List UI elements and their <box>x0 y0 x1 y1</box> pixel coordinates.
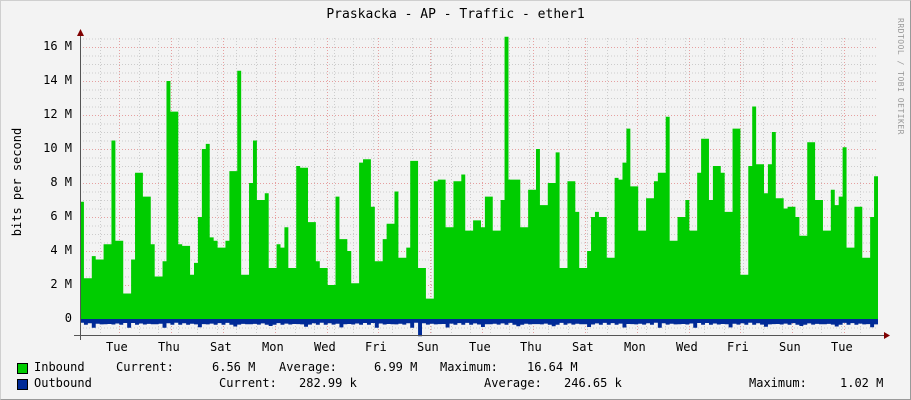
outbound-series <box>80 319 878 337</box>
x-tick-label: Wed <box>314 340 336 354</box>
legend-outbound-maximum-label: Maximum: <box>749 376 807 390</box>
x-tick-label: Sat <box>210 340 232 354</box>
y-tick-label: 10 M <box>43 141 72 155</box>
legend-inbound-current-label: Current: <box>116 360 174 374</box>
legend-outbound-label: Outbound <box>34 376 92 390</box>
rrdtool-watermark: RRDTOOL / TOBI OETIKER <box>896 18 905 135</box>
x-tick-label: Fri <box>365 340 387 354</box>
x-tick-label: Thu <box>158 340 180 354</box>
y-tick-label: 4 M <box>50 243 72 257</box>
y-tick-label: 2 M <box>50 277 72 291</box>
legend-outbound-average: 246.65 k <box>564 376 622 390</box>
x-tick-label: Sat <box>572 340 594 354</box>
y-tick-label: 16 M <box>43 39 72 53</box>
graph-title: Praskacka - AP - Traffic - ether1 <box>326 7 585 22</box>
y-tick-label: 8 M <box>50 175 72 189</box>
legend-inbound-current: 6.56 M <box>212 360 256 374</box>
legend-inbound-maximum: 16.64 M <box>527 360 578 374</box>
legend-inbound-maximum-label: Maximum: <box>440 360 498 374</box>
y-tick-label: 6 M <box>50 209 72 223</box>
x-tick-label: Mon <box>262 340 284 354</box>
inbound-series <box>80 36 878 320</box>
x-tick-label: Sun <box>417 340 439 354</box>
legend-outbound-maximum: 1.02 M <box>840 376 884 390</box>
y-tick-label: 14 M <box>43 73 72 87</box>
legend-outbound-average-label: Average: <box>484 376 542 390</box>
legend-inbound-average: 6.99 M <box>374 360 418 374</box>
x-tick-label: Tue <box>469 340 491 354</box>
x-tick-label: Fri <box>727 340 749 354</box>
x-tick-label: Tue <box>831 340 853 354</box>
x-tick-label: Tue <box>106 340 128 354</box>
outbound-swatch-icon <box>17 379 28 390</box>
inbound-swatch-icon <box>17 363 28 374</box>
x-tick-label: Wed <box>676 340 698 354</box>
y-tick-label: 12 M <box>43 107 72 121</box>
legend-outbound-current-label: Current: <box>219 376 277 390</box>
legend-inbound-label: Inbound <box>34 360 85 374</box>
legend-outbound-current: 282.99 k <box>299 376 357 390</box>
axes <box>74 29 890 340</box>
x-tick-label: Sun <box>779 340 801 354</box>
x-tick-label: Mon <box>624 340 646 354</box>
legend-inbound-average-label: Average: <box>279 360 337 374</box>
y-tick-label: 0 <box>64 311 72 325</box>
x-tick-label: Thu <box>520 340 542 354</box>
